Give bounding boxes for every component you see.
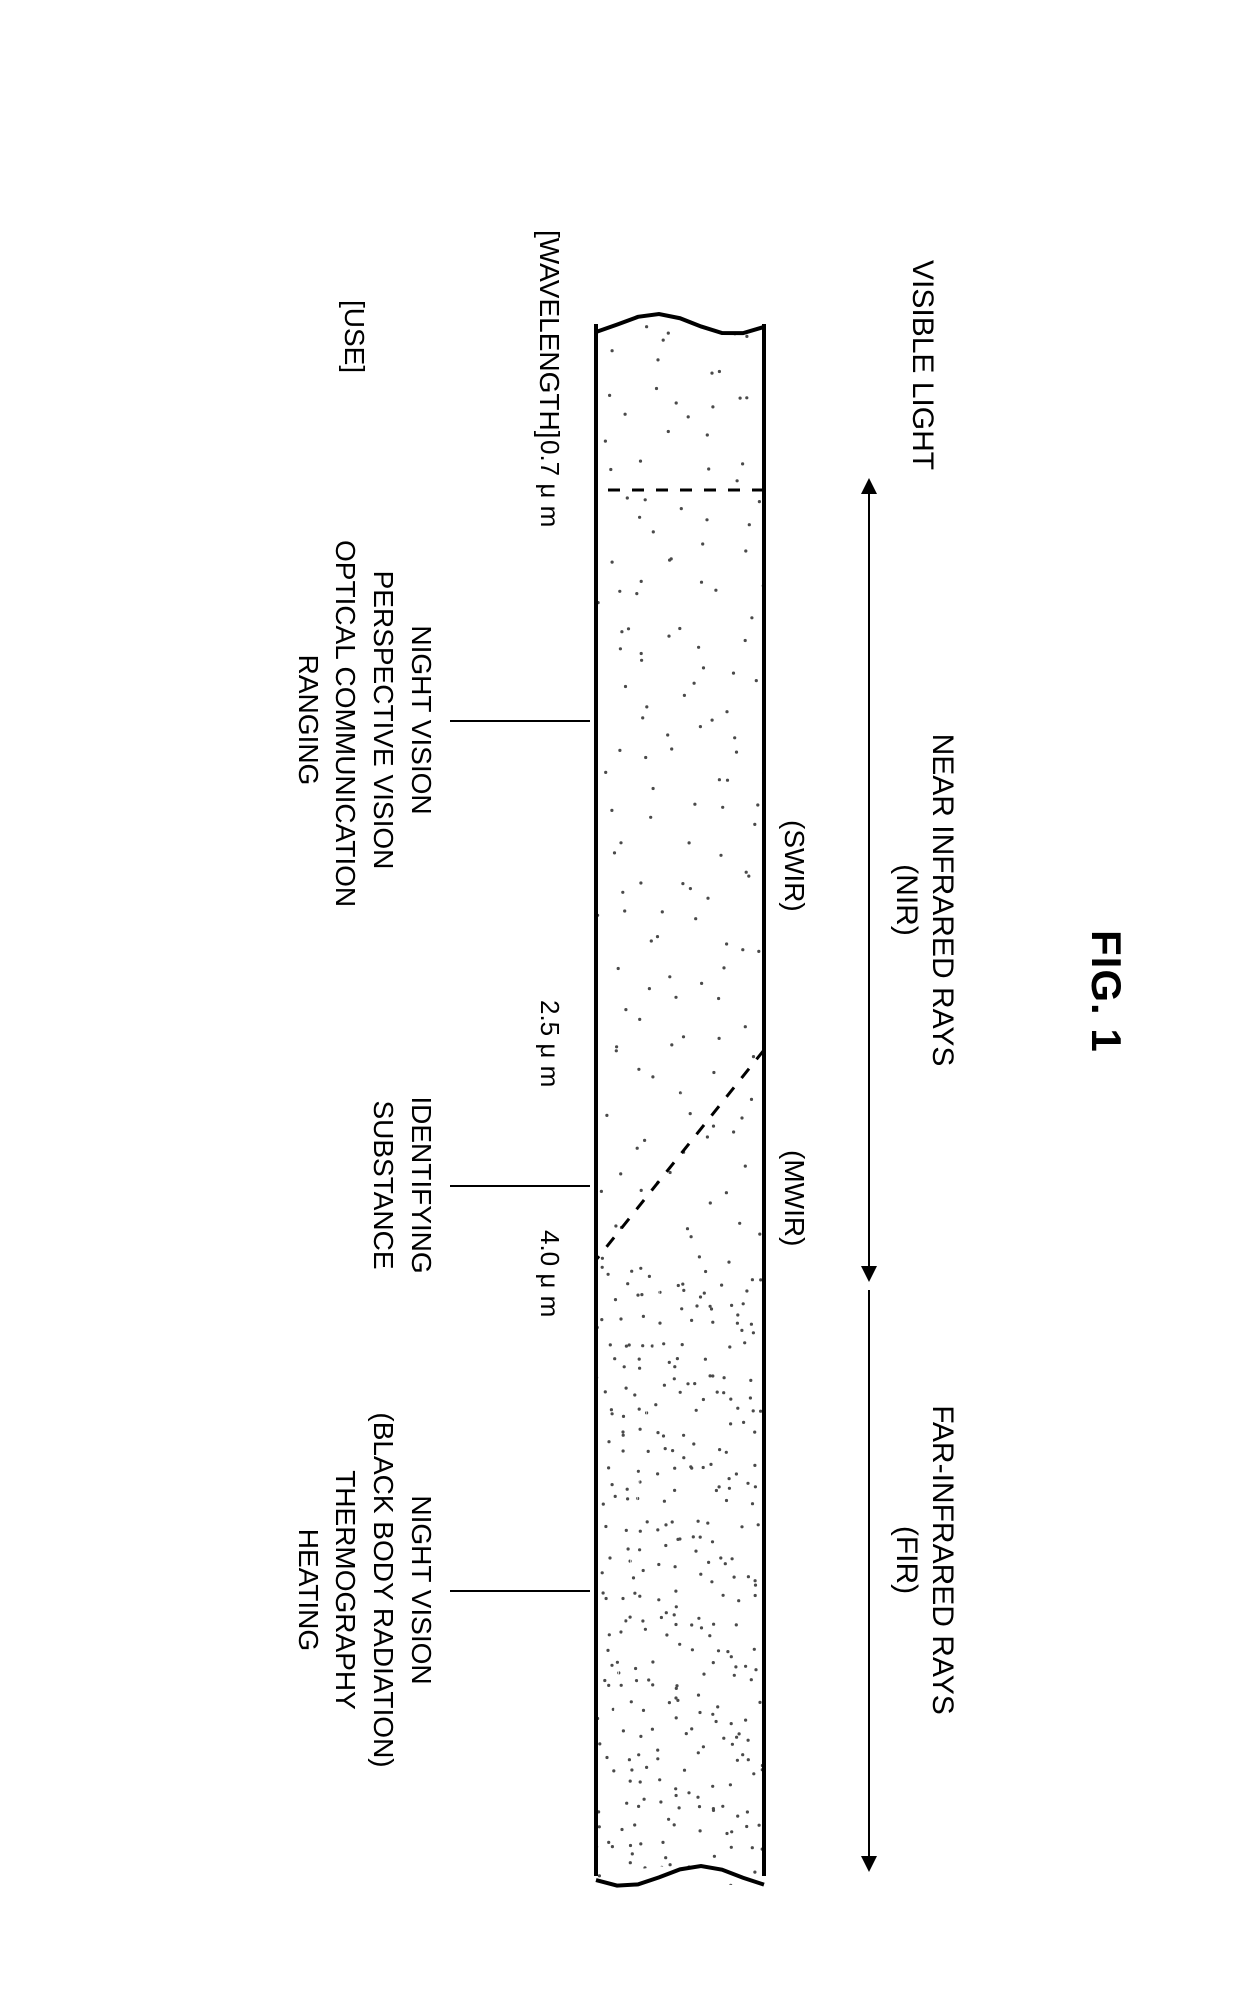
label-mwir: (MWIR) <box>778 1150 810 1246</box>
tick-4p0: 4.0 μ m <box>534 1230 565 1317</box>
arrow-nir-range <box>868 480 870 1280</box>
label-swir: (SWIR) <box>778 820 810 912</box>
tick-0p7: 0.7 μ m <box>534 440 565 527</box>
label-visible-light: VISIBLE LIGHT <box>904 260 940 470</box>
uses-fir: NIGHT VISION (BLACK BODY RADIATION) THER… <box>289 1400 440 1780</box>
arrow-fir-range <box>868 1290 870 1870</box>
leader-fir <box>450 1590 590 1592</box>
label-fir: FAR-INFRARED RAYS (FIR) <box>888 1360 960 1760</box>
leader-nir <box>450 720 590 722</box>
uses-nir: NIGHT VISION PERSPECTIVE VISION OPTICAL … <box>289 540 440 900</box>
label-nir: NEAR INFRARED RAYS (NIR) <box>888 700 960 1100</box>
spectrum-band <box>590 310 770 1890</box>
figure-label: FIG. 1 <box>1082 930 1130 1053</box>
tick-2p5: 2.5 μ m <box>534 1000 565 1087</box>
uses-mwir: IDENTIFYING SUBSTANCE <box>364 1090 440 1280</box>
axis-label-wavelength: [WAVELENGTH] <box>533 230 565 438</box>
leader-mwir <box>450 1185 590 1187</box>
axis-label-use: [USE] <box>338 300 370 373</box>
diagram-canvas: FIG. 1 VISIBLE LIGHT NEAR INFRARED RAYS … <box>0 0 1240 1993</box>
